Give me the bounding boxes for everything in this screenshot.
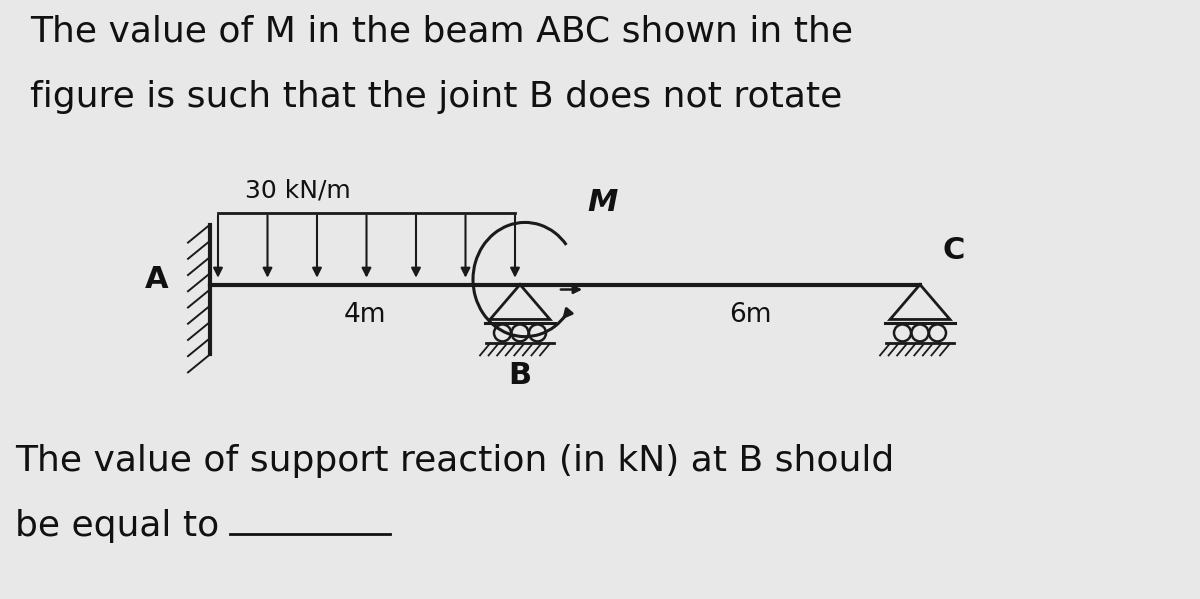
Text: The value of M in the beam ABC shown in the: The value of M in the beam ABC shown in … <box>30 15 853 49</box>
Text: 30 kN/m: 30 kN/m <box>245 179 350 202</box>
Text: B: B <box>509 361 532 391</box>
Text: The value of support reaction (in kN) at B should: The value of support reaction (in kN) at… <box>14 444 894 478</box>
Text: 6m: 6m <box>728 302 772 328</box>
Text: figure is such that the joint B does not rotate: figure is such that the joint B does not… <box>30 80 842 114</box>
Text: be equal to: be equal to <box>14 509 220 543</box>
Text: C: C <box>942 235 965 265</box>
Text: M: M <box>587 189 617 217</box>
Text: A: A <box>144 265 168 294</box>
Text: 4m: 4m <box>343 302 386 328</box>
